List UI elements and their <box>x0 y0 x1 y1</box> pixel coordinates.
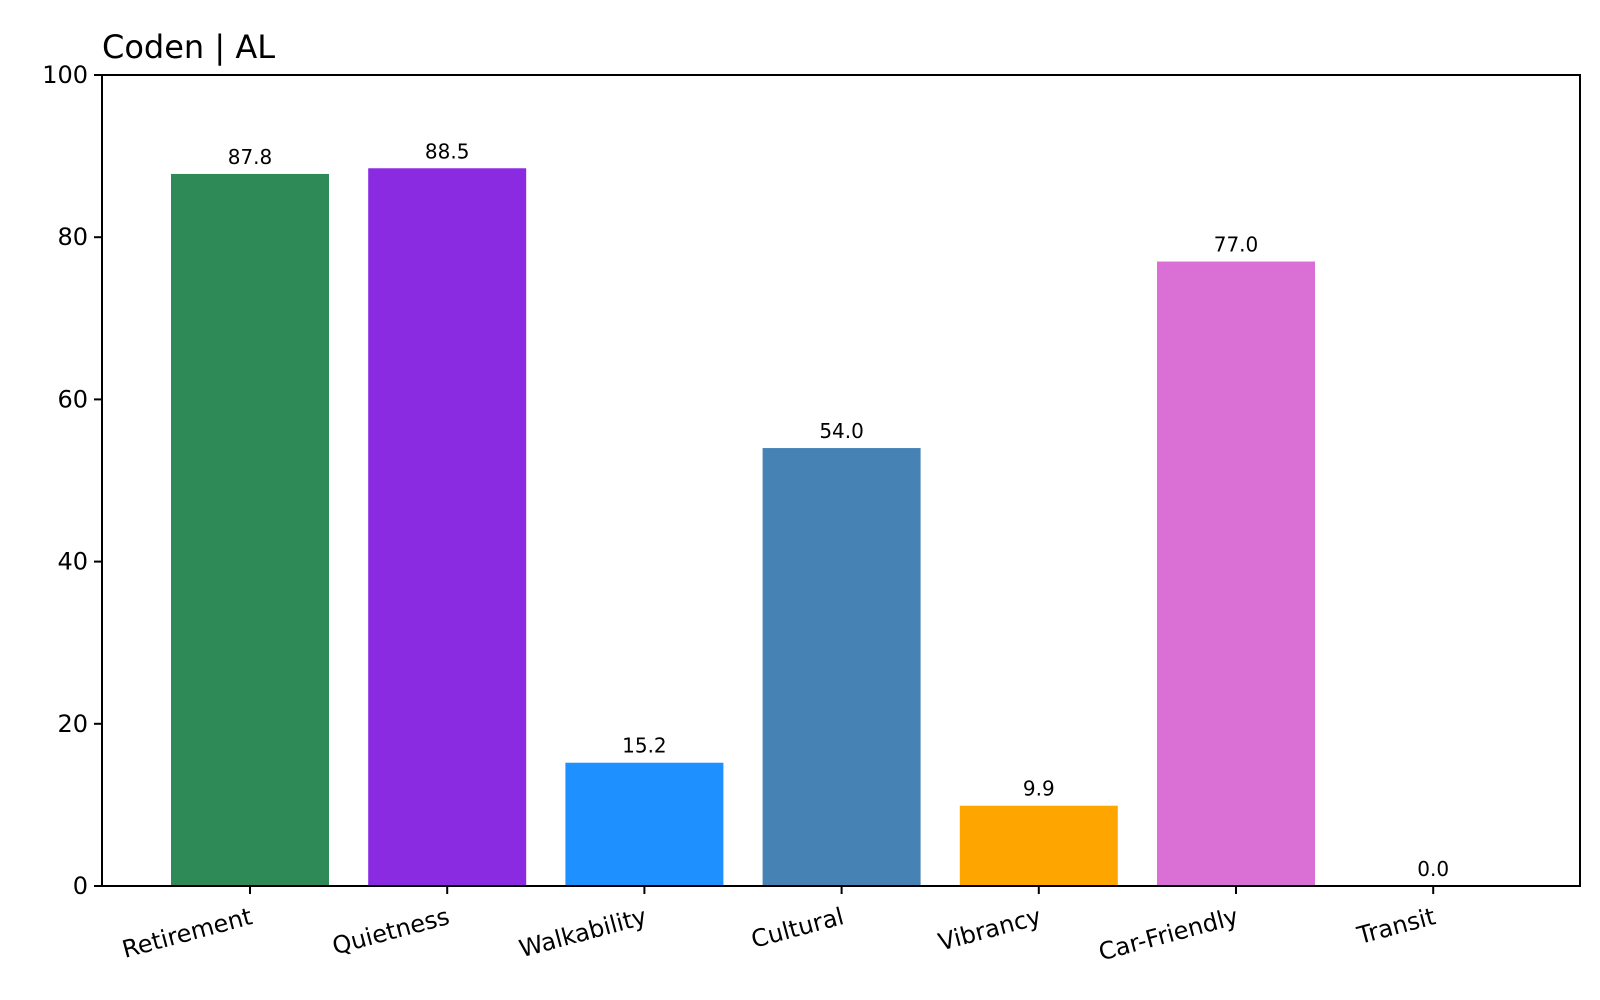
y-tick-label: 40 <box>57 548 88 576</box>
y-tick-label: 20 <box>57 710 88 738</box>
value-labels: 87.8 88.5 15.2 54.0 9.9 77.0 0.0 <box>228 139 1449 881</box>
bar-value-label: 88.5 <box>425 139 470 163</box>
bar-value-label: 77.0 <box>1214 233 1259 257</box>
x-tick-label: Retirement <box>119 902 255 964</box>
bar-value-label: 0.0 <box>1417 857 1449 881</box>
plot-area-frame <box>101 74 1581 887</box>
bar-series <box>171 168 1315 886</box>
bar <box>368 168 527 886</box>
y-tick-label: 100 <box>42 61 88 89</box>
bar <box>762 448 921 886</box>
y-tick-label: 0 <box>73 872 88 900</box>
bar-value-label: 54.0 <box>819 419 864 443</box>
y-tick-label: 80 <box>57 223 88 251</box>
bar <box>959 805 1118 886</box>
x-axis: Retirement Quietness Walkability Cultural Vi… <box>119 886 1438 966</box>
x-tick-label: Transit <box>1353 902 1438 950</box>
chart-title: Coden | AL <box>102 28 275 66</box>
y-axis: 0 20 40 60 80 100 <box>42 61 102 900</box>
x-tick-label: Cultural <box>748 902 847 954</box>
bar-value-label: 15.2 <box>622 734 667 758</box>
x-tick-label: Quietness <box>329 902 452 960</box>
bar-value-label: 9.9 <box>1023 777 1055 801</box>
x-tick-label: Car-Friendly <box>1096 902 1242 966</box>
bar <box>171 173 329 886</box>
bar <box>565 762 724 886</box>
x-tick-label: Walkability <box>516 902 649 963</box>
bar-value-label: 87.8 <box>228 145 273 169</box>
bar <box>1157 261 1315 886</box>
x-tick-label: Vibrancy <box>935 902 1044 956</box>
y-tick-label: 60 <box>57 385 88 413</box>
